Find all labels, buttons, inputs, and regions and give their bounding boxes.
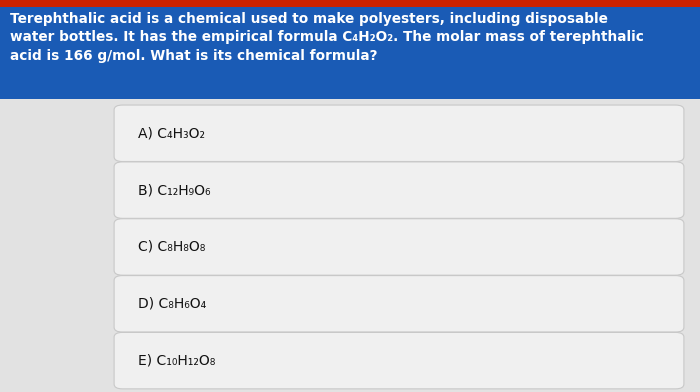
FancyBboxPatch shape (114, 332, 684, 389)
FancyBboxPatch shape (114, 162, 684, 218)
FancyBboxPatch shape (0, 7, 700, 99)
FancyBboxPatch shape (114, 276, 684, 332)
Text: B) C₁₂H₉O₆: B) C₁₂H₉O₆ (138, 183, 211, 197)
Text: Terephthalic acid is a chemical used to make polyesters, including disposable
wa: Terephthalic acid is a chemical used to … (10, 12, 644, 63)
FancyBboxPatch shape (114, 105, 684, 162)
Text: E) C₁₀H₁₂O₈: E) C₁₀H₁₂O₈ (138, 354, 216, 368)
FancyBboxPatch shape (114, 219, 684, 275)
Text: D) C₈H₆O₄: D) C₈H₆O₄ (138, 297, 206, 311)
Text: C) C₈H₈O₈: C) C₈H₈O₈ (138, 240, 205, 254)
FancyBboxPatch shape (0, 0, 700, 7)
Text: A) C₄H₃O₂: A) C₄H₃O₂ (138, 126, 205, 140)
